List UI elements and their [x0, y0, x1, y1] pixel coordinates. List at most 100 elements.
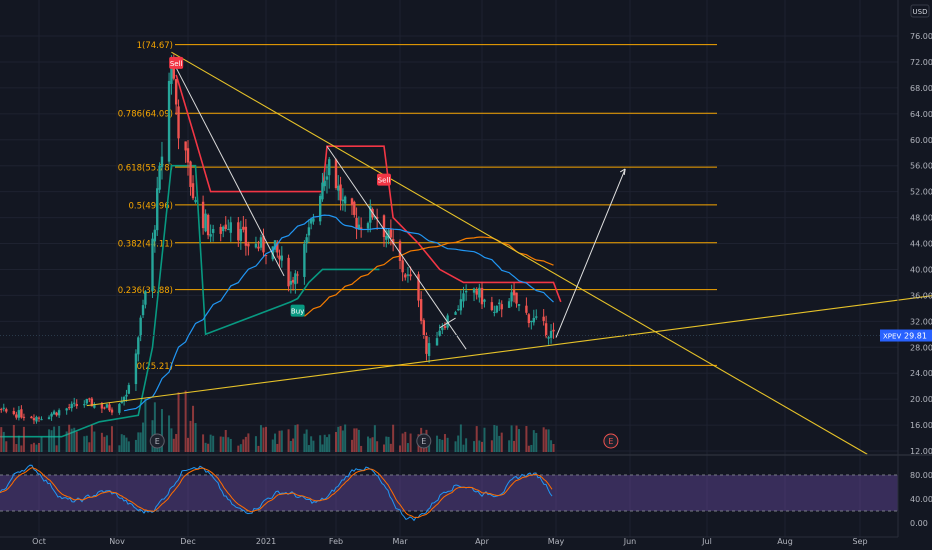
- candle-body: [409, 274, 412, 277]
- candle-body: [167, 80, 171, 162]
- volume-bar: [123, 435, 126, 452]
- volume-bar: [459, 424, 462, 452]
- volume-bar: [192, 405, 195, 452]
- candle-body: [254, 243, 258, 248]
- candle-body: [191, 183, 195, 199]
- candle-body: [280, 255, 284, 261]
- candle-body: [47, 417, 51, 420]
- fib-level-label: 0.618(55.78): [118, 164, 173, 174]
- volume-bar: [478, 440, 481, 452]
- volume-bar: [305, 429, 308, 452]
- candle-body: [475, 290, 478, 295]
- ticker-label: XPEV: [883, 333, 901, 341]
- candle-body: [247, 243, 250, 247]
- time-axis[interactable]: Oct Nov Dec 2021 Feb Mar Apr May Jun Jul Aug Sep: [0, 536, 898, 546]
- earnings-marker[interactable]: [416, 433, 432, 449]
- volume-bar: [481, 441, 483, 452]
- volume-bar: [5, 441, 8, 452]
- candle-body: [67, 407, 71, 409]
- currency-label: USD: [913, 8, 928, 16]
- stoch-band: [0, 475, 898, 511]
- volume-bar: [535, 432, 538, 452]
- candle-body: [441, 327, 444, 331]
- candle-body: [337, 185, 340, 191]
- candle-body: [108, 404, 111, 411]
- volume-bar: [446, 437, 449, 452]
- volume-bar: [510, 425, 513, 452]
- candle-body: [343, 196, 347, 204]
- volume-bar: [170, 428, 173, 452]
- volume-bar: [367, 436, 369, 452]
- candle-body: [353, 201, 356, 215]
- candle-body: [291, 279, 295, 283]
- volume-bar: [142, 422, 145, 452]
- earnings-marker-label: E: [421, 437, 426, 446]
- candle-body: [328, 159, 331, 176]
- volume-bar: [207, 443, 210, 452]
- candle-body: [5, 409, 8, 412]
- time-tick-label: Feb: [329, 537, 343, 546]
- osc-tick-label: 0.00: [910, 519, 928, 528]
- price-tick-label: 56.00: [910, 162, 932, 171]
- candle-body: [417, 274, 420, 301]
- candle-body: [472, 288, 476, 293]
- volume-bar: [212, 435, 215, 452]
- impulse-line: [439, 317, 456, 329]
- candle-body: [137, 337, 140, 355]
- price-axis[interactable]: 76.00 72.00 68.00 64.00 60.00 56.00 52.00 48.00…: [0, 0, 932, 537]
- volume-bar: [175, 433, 178, 452]
- candle-body: [355, 217, 358, 230]
- candle-body: [160, 156, 164, 168]
- candle-body: [75, 404, 78, 407]
- volume-bar: [321, 444, 324, 452]
- earnings-marker[interactable]: [149, 433, 165, 449]
- candle-body: [224, 224, 227, 230]
- candle-body: [389, 228, 393, 238]
- candle-body: [57, 410, 61, 416]
- candle-body: [507, 301, 511, 308]
- volume-bar: [532, 430, 535, 452]
- candle-body: [404, 274, 407, 278]
- signal-label: Sell: [170, 60, 183, 68]
- volume-bar: [153, 402, 156, 452]
- volume-bar: [168, 415, 171, 452]
- trend-lines[interactable]: [86, 51, 932, 455]
- volume-bar: [53, 426, 56, 452]
- ascending-trendline: [86, 295, 932, 407]
- candle-body: [387, 230, 390, 239]
- candle-body: [544, 323, 548, 337]
- volume-bar: [35, 444, 38, 452]
- volume-bar: [30, 444, 33, 452]
- volume-bar: [202, 434, 205, 452]
- time-tick-label: Oct: [32, 537, 46, 546]
- price-tick-label: 48.00: [910, 214, 932, 223]
- candle-body: [120, 401, 123, 404]
- volume-bar: [547, 429, 550, 452]
- volume-bar: [328, 434, 331, 452]
- volume-bar: [500, 432, 503, 452]
- candle-body: [296, 274, 299, 276]
- candle-body: [398, 241, 402, 261]
- volume-bar: [303, 433, 306, 452]
- candle-body: [110, 409, 114, 413]
- candle-body: [151, 238, 154, 292]
- candle-body: [271, 246, 274, 260]
- volume-bar: [108, 445, 111, 452]
- volume-bar: [105, 435, 108, 452]
- candle-body: [525, 305, 528, 313]
- candle-body: [156, 188, 159, 231]
- candle-body: [12, 411, 16, 415]
- price-tick-label: 60.00: [910, 136, 932, 145]
- volume-bar: [254, 436, 257, 452]
- volume-bar: [441, 439, 444, 452]
- candle-body: [498, 302, 501, 305]
- volume-bar: [239, 444, 242, 452]
- sell-signal: [169, 56, 184, 69]
- candle-body: [50, 413, 53, 417]
- candle-body: [105, 404, 109, 408]
- candle-body: [259, 237, 263, 248]
- earnings-marker[interactable]: [603, 433, 619, 449]
- volume-bar: [50, 430, 53, 452]
